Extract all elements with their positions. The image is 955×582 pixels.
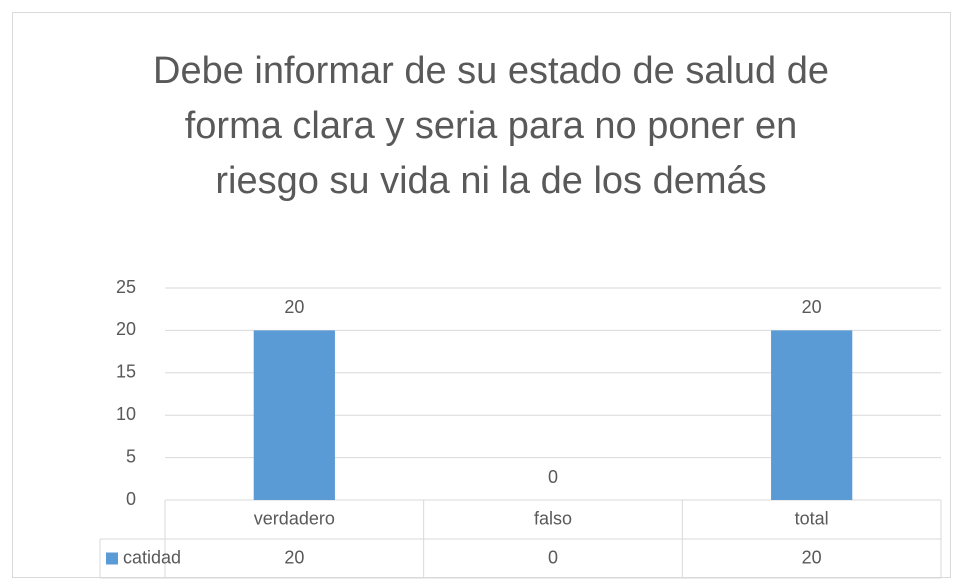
x-tick-label: total (795, 508, 829, 528)
bar (771, 330, 853, 500)
table-value: 20 (284, 547, 304, 567)
data-label: 20 (284, 297, 304, 317)
y-tick-label: 25 (116, 277, 136, 297)
data-label: 0 (548, 467, 558, 487)
table-value: 0 (548, 547, 558, 567)
bar (253, 330, 335, 500)
y-tick-label: 5 (126, 446, 136, 466)
y-tick-label: 15 (116, 362, 136, 382)
legend-key (106, 552, 118, 565)
x-tick-label: falso (534, 508, 572, 528)
y-tick-label: 10 (116, 404, 136, 424)
y-tick-label: 0 (126, 489, 136, 509)
chart-title: Debe informar de su estado de salud de f… (153, 50, 829, 202)
x-tick-label: verdadero (254, 508, 335, 528)
legend-label: catidad (123, 547, 181, 567)
table-value: 20 (802, 547, 822, 567)
y-tick-label: 20 (116, 319, 136, 339)
data-label: 20 (802, 297, 822, 317)
